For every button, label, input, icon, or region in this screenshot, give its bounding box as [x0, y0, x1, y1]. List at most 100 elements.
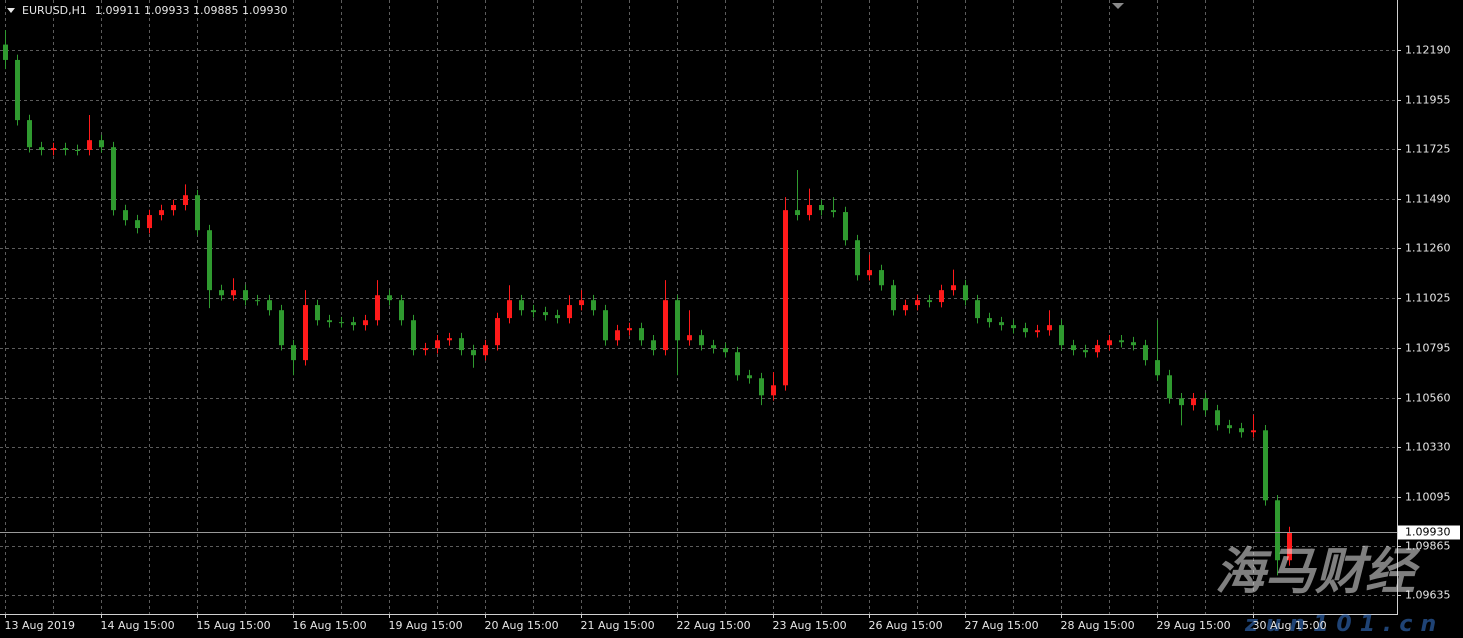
candle-body: [411, 320, 416, 351]
candle-body: [1179, 398, 1184, 406]
candle-body: [147, 215, 152, 229]
candle-body: [231, 290, 236, 296]
candle-body: [171, 205, 176, 211]
candle-body: [567, 305, 572, 319]
grid: [0, 0, 1397, 614]
menu-arrow[interactable]: [7, 8, 15, 13]
x-tick-label: 19 Aug 15:00: [389, 619, 463, 632]
y-tick-label: 1.09635: [1405, 589, 1451, 602]
candle-body: [639, 328, 644, 341]
candle-body: [687, 335, 692, 341]
candle-body: [1011, 325, 1016, 329]
candle-body: [951, 285, 956, 291]
x-tick-label: 28 Aug 15:00: [1061, 619, 1135, 632]
candle-body: [1071, 345, 1076, 351]
candle-body: [495, 318, 500, 346]
candle-body: [891, 285, 896, 311]
candle-body: [915, 300, 920, 306]
candle-body: [315, 305, 320, 321]
candle-body: [843, 212, 848, 241]
candle-body: [399, 300, 404, 321]
last-price-label: 1.09930: [1405, 526, 1451, 539]
candle-body: [579, 300, 584, 306]
candle-body: [723, 348, 728, 353]
x-tick-label: 14 Aug 15:00: [101, 619, 175, 632]
y-tick-label: 1.10795: [1405, 342, 1451, 355]
candle-body: [711, 345, 716, 349]
candle-body: [351, 322, 356, 326]
last-price-box: [1398, 525, 1460, 540]
candle-body: [987, 318, 992, 323]
y-tick-label: 1.11490: [1405, 193, 1451, 206]
candle-body: [903, 305, 908, 311]
candle-body: [15, 59, 20, 121]
candle-body: [471, 350, 476, 356]
candle-body: [1119, 340, 1124, 343]
candle-body: [1023, 328, 1028, 333]
x-tick-label: 22 Aug 15:00: [677, 619, 751, 632]
candle-body: [615, 330, 620, 341]
candle-body: [927, 300, 932, 303]
candle-body: [255, 300, 260, 302]
candle-body: [1167, 375, 1172, 399]
y-tick-label: 1.11725: [1405, 143, 1451, 156]
candle-body: [447, 338, 452, 341]
candle-body: [1239, 428, 1244, 433]
candle-body: [663, 300, 668, 351]
candle-body: [603, 310, 608, 341]
candle-body: [3, 44, 8, 60]
candle-body: [1107, 340, 1112, 346]
candle-body: [27, 120, 32, 148]
candle-body: [831, 210, 836, 213]
candle-body: [111, 147, 116, 211]
candle-body: [939, 290, 944, 303]
candle-body: [219, 290, 224, 296]
watermark: 海马财经 zun101.cn: [1215, 543, 1444, 638]
candle-body: [1059, 325, 1064, 346]
candle-body: [339, 322, 344, 324]
candle-body: [807, 205, 812, 216]
candle-body: [387, 295, 392, 301]
candle-body: [483, 345, 488, 356]
candle-body: [123, 210, 128, 221]
quote: 1.09911 1.09933 1.09885 1.09930: [95, 4, 287, 17]
candle-body: [51, 148, 56, 150]
candle-body: [267, 300, 272, 311]
candle-body: [747, 375, 752, 379]
candle-body: [1251, 430, 1256, 433]
candle-body: [975, 300, 980, 319]
candle-body: [1263, 430, 1268, 501]
watermark-url: zun101.cn: [1244, 612, 1444, 637]
x-tick-label: 16 Aug 15:00: [293, 619, 367, 632]
y-tick-label: 1.11025: [1405, 292, 1451, 305]
candle-body: [555, 315, 560, 319]
candle-body: [795, 210, 800, 216]
candle-body: [375, 295, 380, 321]
candle-body: [243, 290, 248, 301]
candle-body: [783, 210, 788, 386]
y-tick-label: 1.09865: [1405, 540, 1451, 553]
candle-body: [591, 300, 596, 311]
x-tick-label: 20 Aug 15:00: [485, 619, 559, 632]
candle-body: [1227, 425, 1232, 429]
y-tick-label: 1.10095: [1405, 491, 1451, 504]
y-tick-label: 1.10560: [1405, 392, 1451, 405]
x-tick-label: 29 Aug 15:00: [1157, 619, 1231, 632]
candle-body: [1035, 330, 1040, 333]
candle-body: [999, 322, 1004, 326]
candle-body: [963, 285, 968, 301]
candle-body: [207, 230, 212, 291]
x-tick-label: 27 Aug 15:00: [965, 619, 1039, 632]
candle-body: [291, 345, 296, 361]
candle-body: [159, 210, 164, 216]
candle-body: [531, 310, 536, 313]
candle-body: [87, 140, 92, 150]
candle-body: [183, 195, 188, 206]
candle-body: [1095, 345, 1100, 353]
y-tick-label: 1.11955: [1405, 94, 1451, 107]
x-tick-label: 21 Aug 15:00: [581, 619, 655, 632]
candle-body: [1275, 500, 1280, 561]
x-tick-label: 23 Aug 15:00: [773, 619, 847, 632]
candle-body: [675, 300, 680, 341]
